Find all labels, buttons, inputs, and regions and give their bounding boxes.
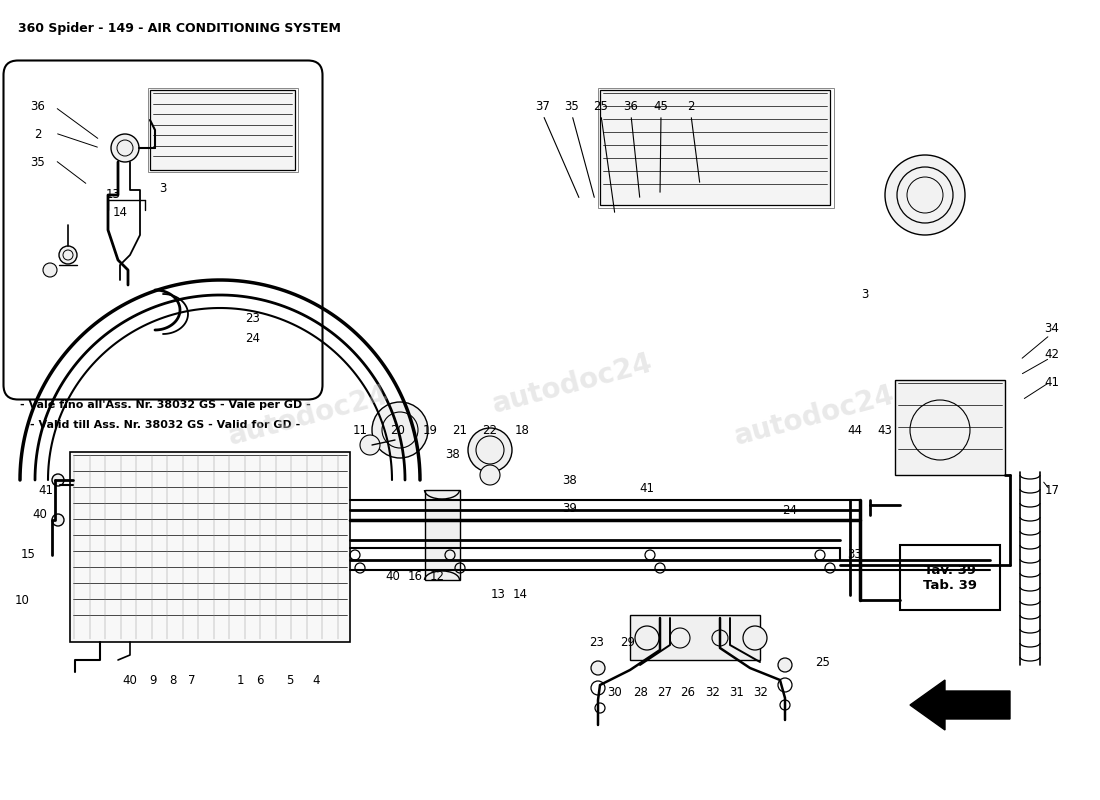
Circle shape [59, 246, 77, 264]
Text: 40: 40 [122, 674, 138, 686]
Text: 30: 30 [607, 686, 623, 699]
Text: 3: 3 [861, 289, 869, 302]
Text: 20: 20 [390, 423, 406, 437]
Circle shape [372, 402, 428, 458]
Text: 18: 18 [515, 423, 529, 437]
Text: 13: 13 [491, 589, 505, 602]
Text: 41: 41 [1045, 375, 1059, 389]
Text: 9: 9 [150, 674, 156, 686]
Bar [895, 380, 1005, 475]
Text: 7: 7 [188, 674, 196, 686]
Text: 33: 33 [848, 549, 862, 562]
Bar [630, 615, 760, 660]
Text: 36: 36 [624, 101, 638, 114]
Text: autodoc24: autodoc24 [488, 349, 656, 419]
Bar [425, 490, 460, 580]
Text: autodoc24: autodoc24 [730, 381, 898, 451]
Text: 24: 24 [245, 331, 261, 345]
Text: 29: 29 [620, 637, 636, 650]
Text: 34: 34 [1045, 322, 1059, 334]
Text: 44: 44 [847, 423, 862, 437]
Bar [900, 545, 1000, 610]
Text: 32: 32 [705, 686, 720, 699]
Text: 15: 15 [21, 549, 35, 562]
Circle shape [360, 435, 379, 455]
Circle shape [591, 661, 605, 675]
Text: 14: 14 [513, 589, 528, 602]
Circle shape [43, 263, 57, 277]
Text: 40: 40 [386, 570, 400, 583]
Text: 14: 14 [112, 206, 128, 219]
Circle shape [778, 658, 792, 672]
Bar [600, 90, 830, 205]
Text: 25: 25 [815, 657, 830, 670]
Text: 16: 16 [407, 570, 422, 583]
Text: 5: 5 [286, 674, 294, 686]
Text: 38: 38 [446, 449, 461, 462]
Text: 41: 41 [39, 483, 54, 497]
Text: 17: 17 [1045, 483, 1059, 497]
FancyArrow shape [910, 680, 1010, 730]
Circle shape [52, 514, 64, 526]
Text: 4: 4 [312, 674, 320, 686]
Text: 26: 26 [681, 686, 695, 699]
Text: autodoc24: autodoc24 [224, 381, 392, 451]
Circle shape [468, 428, 512, 472]
Text: - Valid till Ass. Nr. 38032 GS - Valid for GD -: - Valid till Ass. Nr. 38032 GS - Valid f… [30, 420, 300, 430]
Text: 6: 6 [256, 674, 264, 686]
Circle shape [52, 474, 64, 486]
Text: 45: 45 [653, 101, 669, 114]
Circle shape [480, 465, 501, 485]
Text: 11: 11 [352, 423, 367, 437]
Text: 8: 8 [169, 674, 177, 686]
Text: 35: 35 [564, 101, 580, 114]
Circle shape [886, 155, 965, 235]
Text: Tav. 39
Tab. 39: Tav. 39 Tab. 39 [923, 564, 977, 592]
Text: 28: 28 [634, 686, 648, 699]
Text: - Vale fino all'Ass. Nr. 38032 GS - Vale per GD -: - Vale fino all'Ass. Nr. 38032 GS - Vale… [20, 400, 310, 410]
Text: 360 Spider - 149 - AIR CONDITIONING SYSTEM: 360 Spider - 149 - AIR CONDITIONING SYST… [18, 22, 341, 35]
Text: 10: 10 [14, 594, 30, 606]
Text: 43: 43 [878, 423, 892, 437]
Bar [598, 88, 834, 208]
Text: 3: 3 [160, 182, 167, 194]
Text: 31: 31 [729, 686, 745, 699]
Text: 19: 19 [422, 423, 438, 437]
Circle shape [111, 134, 139, 162]
Circle shape [742, 626, 767, 650]
Text: 39: 39 [562, 502, 578, 514]
Bar [70, 452, 350, 642]
Bar [148, 88, 298, 172]
Text: 32: 32 [754, 686, 769, 699]
Text: 40: 40 [33, 509, 47, 522]
Text: 1: 1 [236, 674, 244, 686]
Text: 41: 41 [639, 482, 654, 494]
Text: 13: 13 [106, 189, 120, 202]
Text: 42: 42 [1045, 349, 1059, 362]
Text: 35: 35 [31, 157, 45, 170]
Text: 22: 22 [483, 423, 497, 437]
Text: 37: 37 [536, 101, 550, 114]
Text: 27: 27 [658, 686, 672, 699]
Text: 36: 36 [31, 101, 45, 114]
Text: 2: 2 [688, 101, 695, 114]
Text: 2: 2 [34, 129, 42, 142]
Text: 25: 25 [594, 101, 608, 114]
Bar [150, 90, 295, 170]
Text: 12: 12 [429, 570, 444, 583]
Text: 24: 24 [782, 503, 797, 517]
Text: 23: 23 [590, 637, 604, 650]
Text: 23: 23 [245, 311, 261, 325]
Text: 38: 38 [562, 474, 578, 486]
Text: 21: 21 [452, 423, 468, 437]
Circle shape [635, 626, 659, 650]
